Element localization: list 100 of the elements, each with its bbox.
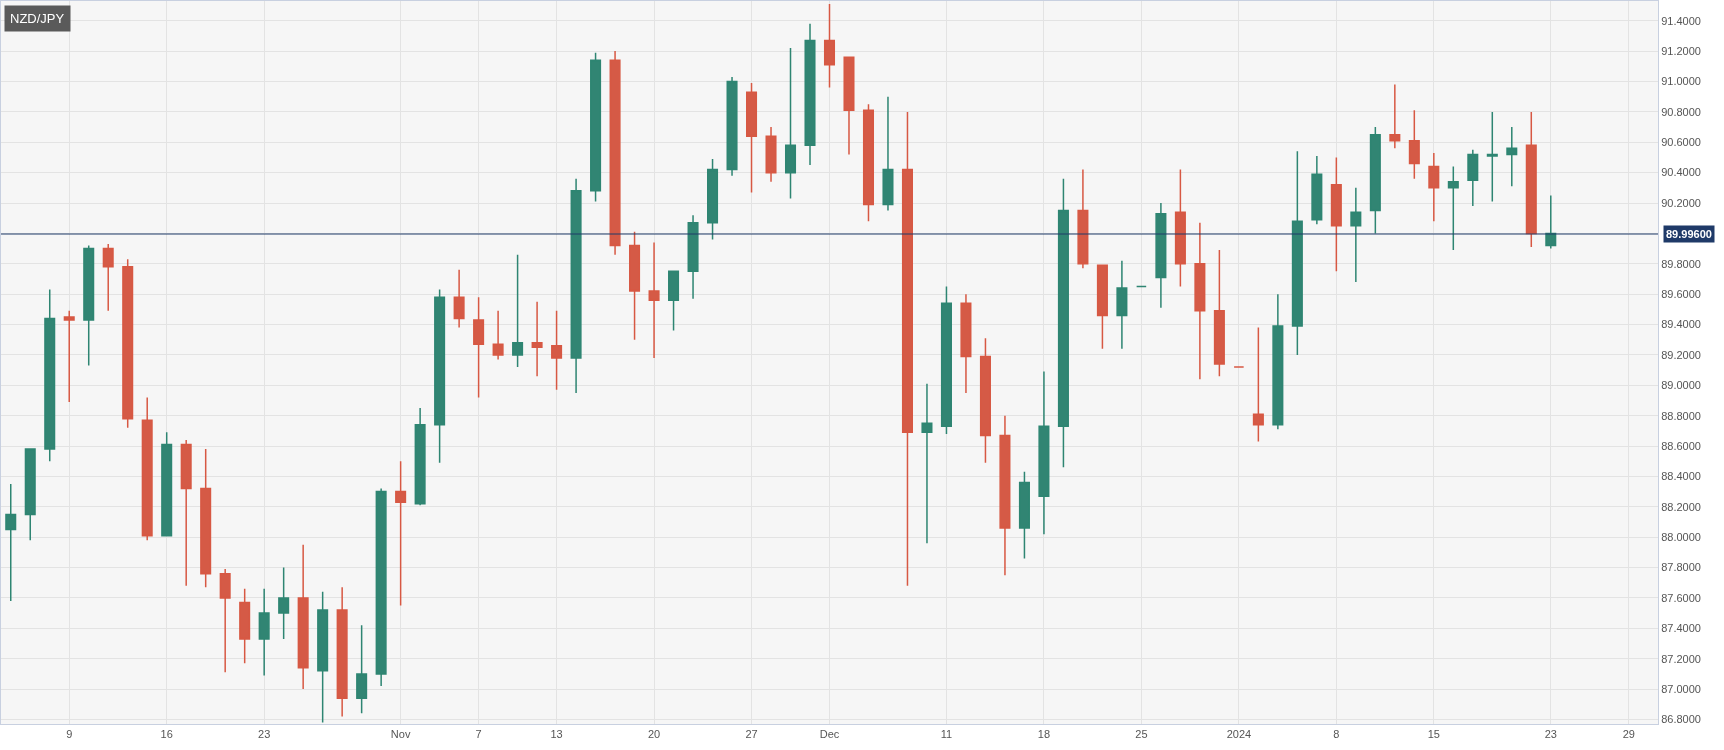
candlestick: [1486, 111, 1498, 203]
candlestick: [1155, 202, 1167, 309]
y-tick-label: 87.8000: [1661, 561, 1701, 574]
candlestick: [317, 591, 329, 724]
candlestick: [1525, 111, 1537, 248]
candlestick: [804, 23, 816, 166]
candlestick: [551, 310, 563, 391]
candlestick: [1194, 222, 1206, 380]
x-tick-label: 20: [647, 728, 661, 741]
candlestick: [823, 3, 836, 89]
candlestick: [746, 82, 758, 194]
candlestick: [648, 241, 660, 359]
candlestick: [102, 243, 114, 312]
candlestick: [765, 126, 777, 183]
candlestick: [200, 448, 212, 589]
x-tick-label: 29: [1622, 728, 1635, 741]
candlestick: [1018, 471, 1030, 560]
y-tick-label: 88.2000: [1661, 500, 1701, 513]
x-tick-label: Dec: [819, 728, 840, 741]
y-tick-label: 90.2000: [1661, 196, 1701, 209]
candlestick: [336, 586, 348, 718]
candlestick: [629, 231, 641, 341]
candlestick: [1077, 168, 1089, 270]
y-tick-label: 87.2000: [1661, 652, 1701, 665]
ref-line-label: 89.99600: [1666, 228, 1712, 240]
candlestick: [901, 111, 913, 587]
candlestick: [1291, 150, 1303, 356]
y-tick-label: 91.2000: [1661, 44, 1701, 57]
y-tick-label: 89.4000: [1661, 318, 1701, 331]
candlestick: [1350, 187, 1362, 283]
candlestick: [239, 588, 251, 664]
y-tick-label: 87.0000: [1661, 682, 1701, 695]
candlestick: [5, 483, 17, 602]
x-tick-label: 15: [1427, 728, 1440, 741]
x-tick-label: Nov: [390, 728, 411, 741]
y-tick-label: 87.4000: [1661, 622, 1701, 635]
y-tick-label: 88.0000: [1661, 531, 1701, 544]
x-tick-label: 8: [1333, 728, 1340, 741]
candlestick: [1116, 259, 1128, 350]
candlestick: [862, 103, 875, 222]
candlestick: [1213, 249, 1225, 377]
candlestick: [1272, 293, 1284, 431]
candlestick: [473, 296, 485, 399]
candlestick: [609, 50, 621, 256]
candlestick: [278, 566, 290, 640]
candlestick: [1467, 149, 1479, 207]
y-tick-label: 89.8000: [1661, 257, 1701, 270]
candlestick: [1389, 83, 1401, 150]
x-tick-label: 23: [1544, 728, 1557, 741]
candlestick: [1330, 156, 1342, 273]
x-tick-label: 27: [745, 728, 758, 741]
candlestick: [1135, 285, 1147, 288]
candlestick: [1428, 152, 1440, 222]
y-tick-label: 91.4000: [1661, 14, 1701, 27]
candlestick: [44, 288, 56, 462]
x-tick-label: 7: [475, 728, 482, 741]
y-tick-label: 90.6000: [1661, 136, 1701, 149]
candlestick: [1506, 126, 1518, 188]
candlestick: [921, 383, 933, 544]
y-tick-label: 90.8000: [1661, 105, 1701, 118]
candlestick: [960, 293, 972, 394]
candlestick: [453, 269, 465, 329]
candlestick: [843, 56, 855, 156]
candlestick: [258, 588, 270, 677]
candlestick: [590, 51, 602, 203]
candlestick: [83, 244, 95, 367]
x-tick-label: 9: [66, 728, 73, 741]
x-tick-label: 23: [258, 728, 271, 741]
candlestick: [180, 439, 192, 587]
x-tick-label: 2024: [1226, 728, 1252, 741]
candlestick: [492, 310, 504, 361]
text: NZD/JPY: [10, 11, 65, 26]
y-tick-label: 88.8000: [1661, 409, 1701, 422]
candlestick: [999, 414, 1011, 576]
candlestick: [1545, 194, 1557, 250]
candlestick: [1447, 165, 1459, 251]
candlestick: [1057, 177, 1069, 469]
candlestick: [784, 47, 797, 200]
candlestick: [940, 285, 952, 435]
candlestick: [1408, 109, 1420, 180]
candlestick: [141, 396, 153, 541]
candlestick: [882, 95, 894, 212]
candlestick: [414, 407, 426, 507]
candlestick: [687, 214, 699, 300]
candlestick: [297, 544, 309, 690]
x-tick-label: 13: [550, 728, 563, 741]
candlestick: [395, 460, 407, 607]
candlestick: [1311, 155, 1323, 226]
y-tick-label: 89.2000: [1661, 348, 1701, 361]
y-tick-label: 91.0000: [1661, 75, 1701, 88]
candlestick: [1038, 370, 1050, 535]
candlestick: [512, 253, 524, 368]
candlestick: [24, 448, 36, 541]
x-tick-label: 11: [940, 728, 953, 741]
candlestick: [1096, 264, 1108, 350]
candlestick: [1369, 126, 1381, 235]
candlestick: [161, 431, 173, 537]
y-tick-label: 88.4000: [1661, 470, 1701, 483]
candlestick: [570, 177, 582, 394]
candlestick: [668, 270, 680, 332]
